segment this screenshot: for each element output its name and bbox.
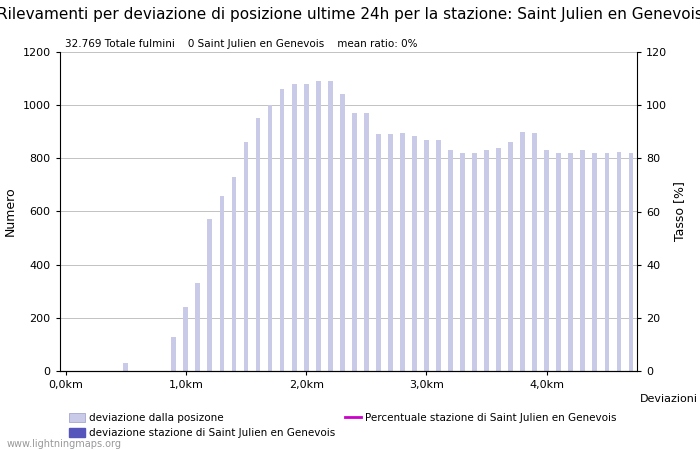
Text: 32.769 Totale fulmini    0 Saint Julien en Genevois    mean ratio: 0%: 32.769 Totale fulmini 0 Saint Julien en … xyxy=(65,39,418,49)
Bar xyxy=(304,84,309,371)
Bar xyxy=(545,150,550,371)
Bar xyxy=(484,150,489,371)
Bar xyxy=(412,135,416,371)
Bar xyxy=(195,284,200,371)
Bar xyxy=(340,94,344,371)
Bar xyxy=(436,140,441,371)
Bar xyxy=(400,133,405,371)
Text: www.lightningmaps.org: www.lightningmaps.org xyxy=(7,439,122,449)
Bar xyxy=(280,89,284,371)
Bar xyxy=(532,133,537,371)
Bar xyxy=(448,150,453,371)
Text: Rilevamenti per deviazione di posizione ultime 24h per la stazione: Saint Julien: Rilevamenti per deviazione di posizione … xyxy=(0,7,700,22)
Bar xyxy=(424,140,429,371)
Text: Deviazioni: Deviazioni xyxy=(640,394,698,404)
Bar xyxy=(207,220,212,371)
Bar xyxy=(256,118,260,371)
Bar xyxy=(328,81,332,371)
Bar xyxy=(316,81,321,371)
Bar xyxy=(292,84,297,371)
Bar xyxy=(352,113,357,371)
Bar xyxy=(568,153,573,371)
Bar xyxy=(220,195,224,371)
Bar xyxy=(244,142,248,371)
Bar xyxy=(556,153,561,371)
Bar xyxy=(617,152,622,371)
Bar xyxy=(172,337,176,371)
Bar xyxy=(460,153,465,371)
Bar xyxy=(629,153,634,371)
Bar xyxy=(376,134,381,371)
Bar xyxy=(364,113,369,371)
Bar xyxy=(580,150,585,371)
Bar xyxy=(473,153,477,371)
Y-axis label: Tasso [%]: Tasso [%] xyxy=(673,181,686,242)
Bar xyxy=(605,153,609,371)
Bar xyxy=(592,153,597,371)
Bar xyxy=(232,177,237,371)
Bar xyxy=(520,131,525,371)
Bar xyxy=(123,363,128,371)
Y-axis label: Numero: Numero xyxy=(4,187,17,236)
Bar xyxy=(388,134,393,371)
Bar xyxy=(496,148,501,371)
Bar xyxy=(508,142,513,371)
Legend: deviazione dalla posizone, deviazione stazione di Saint Julien en Genevois, Perc: deviazione dalla posizone, deviazione st… xyxy=(64,409,621,442)
Bar xyxy=(183,307,188,371)
Bar xyxy=(267,105,272,371)
